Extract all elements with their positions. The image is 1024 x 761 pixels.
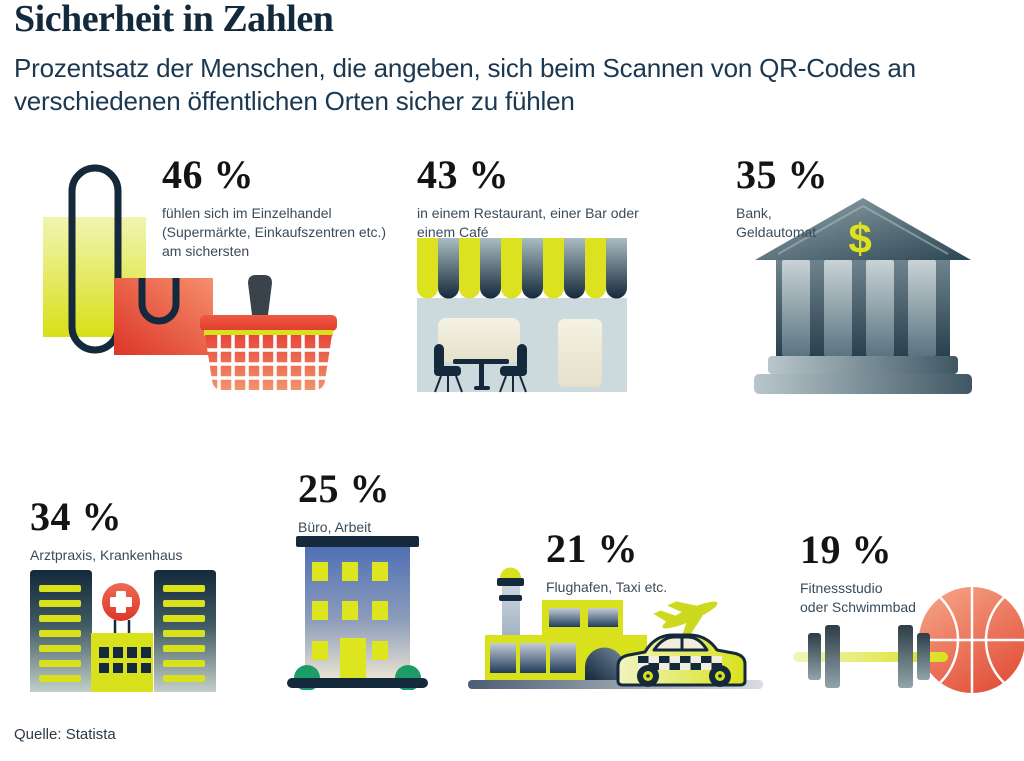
stat-label: Büro, Arbeit [298, 519, 372, 535]
stat-label: in einem Restaurant, einer Bar oder eine… [417, 205, 639, 240]
bank-pediment [755, 198, 971, 260]
red-bag-handle [138, 278, 180, 325]
stat-value: 21 % [546, 526, 638, 571]
basket-stripe [204, 330, 333, 336]
red-shopping-bag [114, 278, 213, 355]
dumbbell-and-basketball-icon [793, 587, 1024, 693]
awning [417, 238, 627, 299]
stat-label: Fitnessstudio oder Schwimmbad [800, 580, 916, 615]
basketball-icon [919, 587, 1024, 693]
cafe-storefront-icon [417, 238, 627, 393]
stat-label: Bank, Geldautomat [736, 205, 817, 240]
stat-restaurant: 43 % in einem Restaurant, einer Bar oder… [417, 155, 662, 242]
hangar-arch [585, 647, 624, 680]
office-ground-bar [287, 678, 428, 688]
barbell-plates [808, 625, 930, 688]
basket-handle [248, 275, 272, 323]
taxi-wheels [637, 665, 731, 687]
basket-rim [200, 315, 337, 331]
office-roof [296, 536, 419, 547]
page-subtitle: Prozentsatz der Menschen, die angeben, s… [14, 53, 916, 117]
hospital-icon [30, 570, 216, 692]
taxi [616, 633, 747, 687]
stat-value: 25 % [298, 466, 390, 511]
page-title: Sicherheit in Zahlen [14, 0, 334, 40]
stat-bank: 35 % Bank, Geldautomat [736, 155, 896, 242]
cross-icon [110, 591, 132, 613]
sign-poles [113, 620, 131, 634]
stat-value: 34 % [30, 494, 122, 539]
dollar-sign-icon: $ [848, 215, 871, 262]
stat-buero: 25 % Büro, Arbeit [298, 469, 498, 537]
hospital-entrance-block [91, 633, 153, 692]
stat-flughafen: 21 % Flughafen, Taxi etc. [546, 529, 746, 597]
basket-grid [205, 335, 332, 390]
office-windows [312, 562, 388, 680]
pediment-inner-line [777, 204, 949, 255]
taxi-checker-band [638, 656, 722, 670]
stat-label: fühlen sich im Einzelhandel (Supermärkte… [162, 205, 387, 259]
stat-value: 43 % [417, 152, 509, 197]
stat-arztpraxis: 34 % Arztpraxis, Krankenhaus [30, 497, 250, 565]
office-door [340, 638, 366, 680]
tower-dome [500, 567, 521, 578]
stat-value: 46 % [162, 152, 254, 197]
terminal-window [550, 643, 576, 673]
cafe-chairs [434, 344, 527, 393]
bank-step-lower [754, 374, 972, 394]
tower-window-stripes [39, 585, 205, 682]
source-note: Quelle: Statista [14, 726, 116, 743]
stat-value: 19 % [800, 527, 892, 572]
stat-einzelhandel: 46 % fühlen sich im Einzelhandel (Superm… [162, 155, 417, 260]
bank-building-icon: $ [754, 198, 972, 394]
bank-columns [782, 260, 936, 356]
bag-handle [68, 164, 122, 354]
cafe-window [438, 318, 520, 362]
basketball-seams [919, 587, 1024, 693]
terminal-window [490, 643, 516, 673]
shopping-bags-and-basket-icon [43, 164, 337, 390]
airport-and-taxi-icon [468, 567, 763, 689]
terminal-window [549, 608, 580, 627]
cafe-door [558, 319, 602, 387]
entrance-windows [99, 647, 151, 673]
stat-label: Arztpraxis, Krankenhaus [30, 547, 183, 563]
terminal-window [520, 643, 546, 673]
cafe-table [453, 359, 509, 390]
stat-label: Flughafen, Taxi etc. [546, 579, 668, 595]
terminal-window [588, 608, 618, 627]
office-building-icon [287, 536, 428, 690]
stat-value: 35 % [736, 152, 828, 197]
bank-step-upper [768, 356, 958, 374]
stat-fitnessstudio: 19 % Fitnessstudio oder Schwimmbad [800, 530, 970, 617]
